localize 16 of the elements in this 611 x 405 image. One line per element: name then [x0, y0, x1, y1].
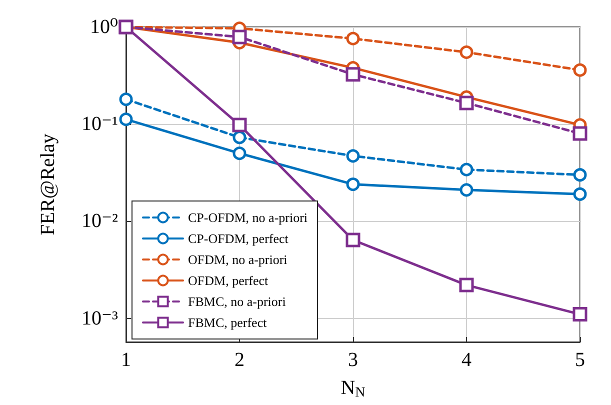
y-tick-label: 10⁻¹	[81, 113, 118, 136]
y-tick-label: 10⁻²	[81, 210, 118, 232]
legend-label: FBMC, no a-priori	[188, 294, 286, 309]
x-tick-label: 5	[575, 349, 585, 371]
y-tick-label: 10⁻³	[81, 307, 118, 330]
y-tick-label: 10⁰	[90, 16, 118, 38]
x-tick-label: 3	[348, 349, 358, 371]
legend-label: FBMC, perfect	[188, 315, 268, 330]
legend-label: CP-OFDM, perfect	[188, 231, 289, 246]
x-tick-label: 4	[462, 349, 472, 371]
x-tick-label: 2	[234, 349, 244, 371]
x-tick-label: 1	[121, 349, 131, 371]
y-axis-title: FER@Relay	[37, 134, 59, 236]
legend-label: OFDM, no a-priori	[188, 252, 288, 267]
legend-label: OFDM, perfect	[188, 273, 269, 288]
legend-label: CP-OFDM, no a-priori	[188, 210, 308, 225]
